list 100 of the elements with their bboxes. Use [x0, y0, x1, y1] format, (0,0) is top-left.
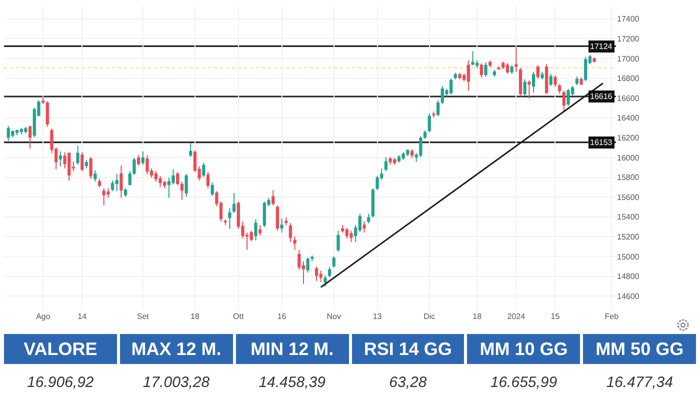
candlestick — [584, 56, 588, 82]
y-tick-label: 14800 — [617, 272, 640, 282]
candlestick — [306, 256, 310, 273]
candlestick — [206, 172, 210, 189]
candlestick — [523, 78, 526, 96]
y-tick-label: 14600 — [617, 292, 640, 301]
candlestick — [258, 224, 262, 236]
candlestick — [228, 208, 232, 230]
candlestick — [76, 145, 80, 166]
x-tick-label: Dic — [424, 312, 436, 321]
candlestick — [388, 156, 392, 166]
candlestick — [532, 71, 536, 94]
x-tick-label: 18 — [472, 312, 482, 321]
candlestick — [120, 165, 123, 198]
candlestick — [575, 76, 578, 86]
text: 16.655,99 — [490, 374, 558, 390]
candlestick — [202, 162, 206, 178]
x-tick-label: 16 — [277, 312, 287, 321]
candlestick — [480, 62, 484, 78]
candlestick — [492, 69, 496, 78]
candlestick — [158, 175, 162, 188]
candlestick — [310, 254, 314, 262]
candlestick — [324, 274, 327, 288]
candlestick — [432, 111, 436, 118]
candlestick — [528, 80, 531, 99]
text: 16.477,34 — [606, 374, 673, 390]
candlestick — [458, 72, 462, 80]
candlestick — [15, 129, 19, 136]
candlestick — [410, 148, 414, 158]
candlestick — [510, 64, 514, 74]
candlestick — [276, 204, 280, 232]
candlestick — [502, 60, 505, 70]
candlestick — [272, 190, 275, 206]
candlestick — [210, 182, 214, 196]
y-tick-label: 17000 — [617, 54, 640, 64]
candlestick — [549, 73, 552, 87]
candlestick — [288, 222, 292, 243]
y-tick-label: 17400 — [617, 14, 640, 24]
candlestick — [402, 152, 405, 160]
candlestick — [406, 148, 410, 157]
candlestick — [518, 68, 522, 98]
candlestick — [488, 60, 492, 68]
text: 17.003,28 — [142, 374, 210, 390]
candlestick — [371, 188, 374, 218]
y-tick-label: 15200 — [617, 232, 640, 242]
candlestick — [536, 64, 540, 79]
candlestick — [284, 217, 288, 226]
candlestick — [189, 142, 192, 158]
candlestick — [224, 218, 227, 226]
candlestick — [497, 66, 500, 70]
x-tick-label: 13 — [372, 312, 382, 321]
candlestick — [350, 230, 353, 243]
x-tick-label: Feb — [604, 312, 620, 321]
text: 14.458,39 — [258, 374, 326, 390]
y-tick-label: 15600 — [617, 192, 640, 202]
x-tick-label: Set — [136, 312, 150, 321]
candlestick — [58, 150, 62, 167]
candlestick — [6, 125, 10, 142]
candlestick — [146, 154, 149, 175]
text: 63,28 — [389, 374, 427, 390]
candlestick — [184, 174, 188, 198]
candlestick — [506, 62, 510, 74]
x-tick-label: 15 — [550, 312, 560, 321]
candlestick — [11, 130, 14, 138]
candlestick — [124, 188, 128, 198]
candlestick — [28, 125, 32, 149]
candlestick — [293, 236, 296, 250]
candlestick — [254, 218, 258, 241]
candlestick — [384, 156, 388, 172]
category-label: RSI 14 GG — [352, 334, 464, 364]
candlestick — [484, 62, 488, 78]
candlestick — [84, 159, 88, 169]
x-tick-label: Nov — [326, 312, 341, 321]
candlestick — [132, 158, 136, 176]
y-tick-label: 16800 — [617, 74, 640, 84]
y-tick-label: 16600 — [617, 94, 640, 103]
candlestick — [471, 50, 474, 66]
category-label: MM 50 GG — [583, 334, 696, 364]
candlestick — [94, 170, 97, 182]
candlestick — [423, 130, 427, 140]
y-tick-label: 16000 — [617, 153, 640, 162]
candlestick — [314, 266, 318, 282]
ref-line-label: 16153 — [590, 138, 613, 147]
candlestick — [332, 256, 336, 268]
text: 16.906,92 — [27, 374, 94, 390]
y-tick-label: 16200 — [617, 134, 640, 142]
x-tick-label: Ott — [233, 312, 244, 321]
candlestick — [89, 156, 92, 180]
candlestick — [580, 76, 583, 86]
candlestick — [397, 154, 401, 164]
candlestick — [42, 96, 45, 105]
candlestick — [102, 188, 106, 206]
candlestick — [328, 266, 332, 278]
x-tick-label: 2024 — [507, 312, 526, 321]
ref-line-label: 17124 — [590, 42, 613, 51]
ref-line-label: 16616 — [590, 92, 613, 101]
candlestick — [554, 75, 557, 88]
candlestick — [419, 136, 422, 158]
candlestick — [80, 152, 84, 172]
candlestick — [592, 57, 596, 63]
